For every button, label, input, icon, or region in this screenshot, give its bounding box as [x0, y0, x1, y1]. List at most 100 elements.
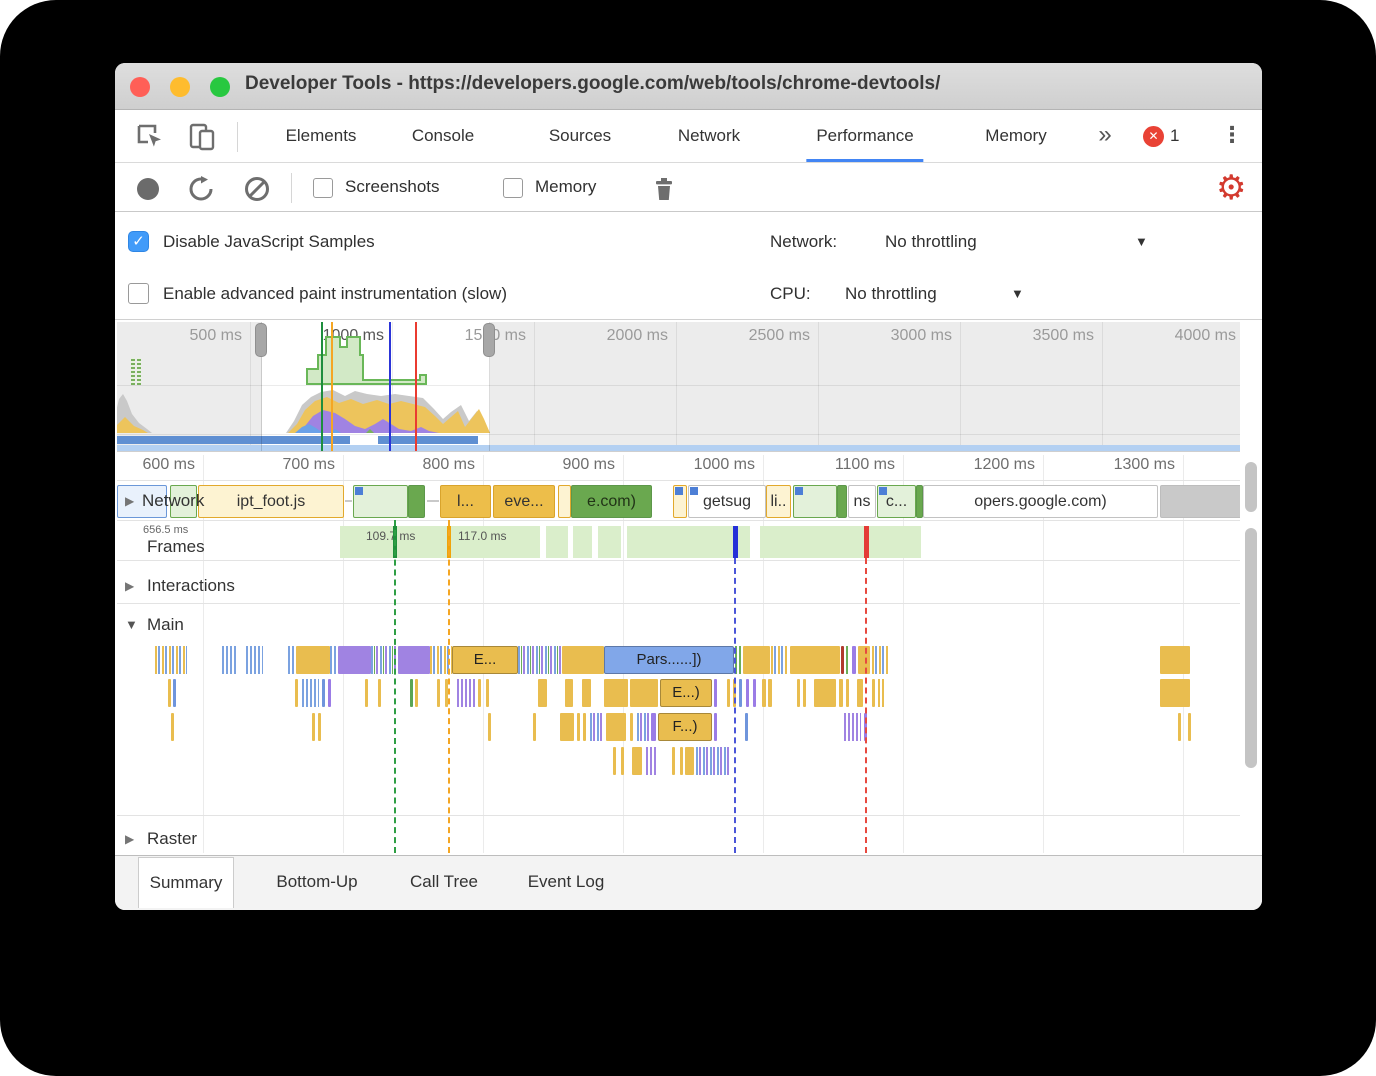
selection-handle-left[interactable]	[255, 323, 267, 357]
flame-event-bar[interactable]	[295, 679, 298, 707]
network-request-bar[interactable]: ns	[848, 485, 876, 518]
interactions-track-toggle-icon[interactable]: ▶	[125, 579, 135, 593]
network-request-bar[interactable]	[837, 485, 847, 518]
flame-event-bar[interactable]	[768, 679, 772, 707]
main-track-toggle-icon[interactable]: ▼	[125, 617, 138, 632]
tab-performance[interactable]: Performance	[806, 110, 924, 162]
flame-event-bar[interactable]	[583, 713, 586, 741]
flame-event-block[interactable]: E...)	[660, 679, 712, 707]
flame-event-bar[interactable]	[577, 713, 580, 741]
network-request-bar[interactable]	[1160, 485, 1240, 518]
error-count[interactable]: 1	[1170, 126, 1180, 145]
main-track-label[interactable]: Main	[147, 615, 184, 634]
interactions-track-label[interactable]: Interactions	[147, 576, 235, 595]
flame-event-bar[interactable]	[858, 646, 870, 674]
more-tabs-icon[interactable]: »	[1098, 121, 1112, 148]
screenshots-checkbox[interactable]	[313, 178, 333, 198]
flame-event-bar[interactable]	[560, 713, 574, 741]
flame-event-bar[interactable]	[312, 713, 315, 741]
settings-gear-icon[interactable]: ⚙	[1216, 169, 1247, 207]
kebab-menu-icon[interactable]: ⋮	[1221, 122, 1243, 147]
frame-block[interactable]	[546, 526, 568, 558]
raster-track-toggle-icon[interactable]: ▶	[125, 832, 135, 846]
flame-event-bar[interactable]	[445, 679, 448, 707]
flame-event-bar[interactable]	[1188, 713, 1191, 741]
flame-event-bar[interactable]	[168, 679, 171, 707]
inspect-element-icon[interactable]	[134, 121, 166, 158]
flame-event-bar[interactable]	[872, 679, 875, 707]
tab-console[interactable]: Console	[411, 126, 475, 145]
network-track-label[interactable]: Network	[142, 491, 205, 510]
flame-event-bar[interactable]	[672, 747, 675, 775]
flame-event-bar[interactable]	[762, 679, 766, 707]
flame-event-bar[interactable]	[803, 679, 806, 707]
tab-memory[interactable]: Memory	[985, 126, 1047, 145]
details-tab-bottom-up[interactable]: Bottom-Up	[276, 872, 358, 891]
flame-event-bar[interactable]	[743, 646, 770, 674]
network-request-bar[interactable]: getsug	[688, 485, 766, 518]
flame-event-bar[interactable]	[415, 679, 418, 707]
network-request-bar[interactable]	[353, 485, 408, 518]
flame-event-bar[interactable]	[322, 679, 325, 707]
flame-event-bar[interactable]	[1160, 646, 1190, 674]
flame-event-bar[interactable]	[630, 713, 633, 741]
flame-event-bar[interactable]	[562, 646, 604, 674]
network-request-bar[interactable]	[793, 485, 837, 518]
reload-icon[interactable]	[188, 176, 214, 207]
close-window-button[interactable]	[130, 77, 150, 97]
flame-event-bar[interactable]	[533, 713, 536, 741]
flame-event-bar[interactable]	[632, 747, 642, 775]
tab-sources[interactable]: Sources	[548, 126, 612, 145]
flame-event-bar[interactable]	[680, 747, 683, 775]
flame-event-bar[interactable]	[296, 646, 330, 674]
network-request-bar[interactable]	[558, 485, 571, 518]
frame-block[interactable]	[760, 526, 921, 558]
flame-event-bar[interactable]	[613, 747, 616, 775]
flame-event-bar[interactable]	[173, 679, 176, 707]
flame-event-block[interactable]: F...)	[658, 713, 712, 741]
network-request-bar[interactable]	[408, 485, 425, 518]
frame-block[interactable]	[627, 526, 750, 558]
flame-event-bar[interactable]	[727, 679, 730, 707]
flame-event-bar[interactable]	[797, 679, 800, 707]
timeline-area[interactable]: 500 ms 1000 ms 1500 ms 2000 ms 2500 ms 3000 m…	[117, 322, 1240, 853]
flame-event-bar[interactable]	[1160, 679, 1190, 707]
flame-event-bar[interactable]	[790, 646, 840, 674]
flame-event-bar[interactable]	[538, 679, 547, 707]
tracks-scrollbar-thumb[interactable]	[1245, 528, 1257, 768]
flame-event-bar[interactable]	[478, 679, 481, 707]
network-request-bar[interactable]	[170, 485, 197, 518]
flame-event-bar[interactable]	[814, 679, 836, 707]
network-scrollbar-thumb[interactable]	[1245, 462, 1257, 512]
network-request-bar[interactable]: li..	[766, 485, 791, 518]
flame-event-bar[interactable]	[857, 679, 863, 707]
record-button[interactable]	[137, 178, 159, 200]
flame-event-bar[interactable]	[714, 679, 717, 707]
network-throttle-dropdown-icon[interactable]: ▼	[1135, 234, 1148, 249]
network-request-bar[interactable]	[117, 485, 167, 518]
zoom-window-button[interactable]	[210, 77, 230, 97]
flame-event-bar[interactable]	[437, 679, 440, 707]
flame-event-bar[interactable]	[486, 679, 489, 707]
network-request-bar[interactable]: eve...	[493, 485, 555, 518]
network-request-bar[interactable]: ipt_foot.js	[198, 485, 344, 518]
network-request-bar[interactable]: l...	[440, 485, 491, 518]
flame-event-bar[interactable]	[338, 646, 371, 674]
flame-event-bar[interactable]	[318, 713, 321, 741]
flame-event-bar[interactable]	[651, 713, 656, 741]
flame-event-bar[interactable]	[378, 679, 381, 707]
flame-event-bar[interactable]	[839, 679, 843, 707]
network-request-bar[interactable]: opers.google.com)	[923, 485, 1158, 518]
flame-event-bar[interactable]	[365, 679, 368, 707]
frame-block[interactable]	[573, 526, 592, 558]
frames-track-label[interactable]: Frames	[147, 537, 205, 556]
advanced-paint-checkbox[interactable]	[128, 283, 149, 304]
flame-event-bar[interactable]	[398, 646, 430, 674]
flame-event-bar[interactable]	[630, 679, 658, 707]
flame-event-bar[interactable]	[328, 679, 331, 707]
flame-event-block[interactable]: E...	[452, 646, 518, 674]
cpu-throttle-dropdown-icon[interactable]: ▼	[1011, 286, 1024, 301]
network-request-bar[interactable]: e.com)	[571, 485, 652, 518]
network-request-bar[interactable]	[916, 485, 923, 518]
flame-event-bar[interactable]	[606, 713, 626, 741]
